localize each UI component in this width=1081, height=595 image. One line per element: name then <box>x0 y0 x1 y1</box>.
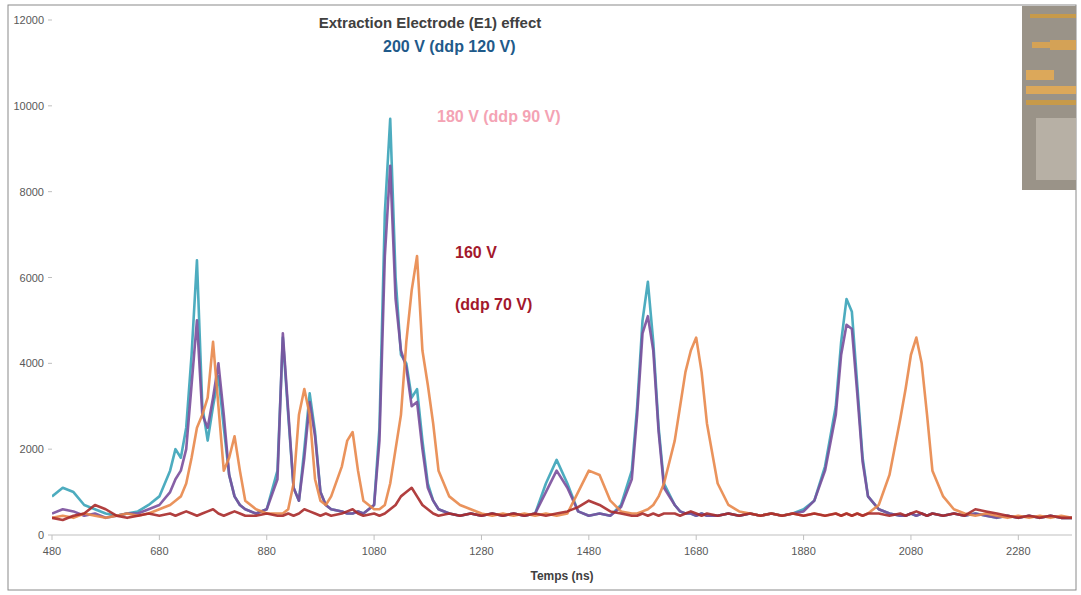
x-tick-label: 480 <box>43 545 61 557</box>
y-tick-label: 10000 <box>13 100 44 112</box>
series-line <box>52 488 1072 520</box>
x-tick-label: 2080 <box>899 545 923 557</box>
y-tick <box>48 535 52 536</box>
annotation: (ddp 70 V) <box>455 296 532 313</box>
annotation-background <box>435 107 563 126</box>
chart: 0 2000 4000 6000 8000 10000 12000 480 680 880 1080… <box>0 0 1081 595</box>
y-tick-label: 0 <box>38 529 44 541</box>
x-tick <box>52 535 53 540</box>
x-tick <box>266 535 267 540</box>
inset-electrode <box>1026 100 1076 105</box>
inset-electrode <box>1026 86 1076 94</box>
y-tick-label: 6000 <box>20 272 44 284</box>
x-tick <box>588 535 589 540</box>
annotation: 160 V <box>455 244 497 261</box>
y-tick <box>48 20 52 21</box>
x-tick <box>374 535 375 540</box>
y-tick-label: 2000 <box>20 443 44 455</box>
inset-electrode <box>1026 70 1054 80</box>
x-tick-label: 1680 <box>684 545 708 557</box>
x-tick <box>696 535 697 540</box>
y-tick-label: 8000 <box>20 186 44 198</box>
x-axis-title: Temps (ns) <box>530 569 593 583</box>
x-tick-label: 680 <box>150 545 168 557</box>
annotation: 200 V (ddp 120 V) <box>383 38 516 55</box>
x-tick-label: 2280 <box>1006 545 1030 557</box>
y-tick <box>48 105 52 106</box>
x-tick <box>1018 535 1019 540</box>
y-tick <box>48 363 52 364</box>
inset-photo <box>1022 6 1076 190</box>
y-tick <box>48 277 52 278</box>
y-tick <box>48 191 52 192</box>
y-tick-label: 4000 <box>20 357 44 369</box>
annotation-background <box>453 295 534 314</box>
x-axis-line <box>52 535 1072 536</box>
series-line <box>52 166 1072 518</box>
inset-electrode <box>1050 40 1076 50</box>
x-tick <box>159 535 160 540</box>
x-tick-label: 880 <box>258 545 276 557</box>
inset-pad <box>1036 118 1076 180</box>
annotation: 180 V (ddp 90 V) <box>437 108 561 125</box>
inset-background <box>1022 6 1076 190</box>
x-tick <box>803 535 804 540</box>
x-tick-label: 1480 <box>577 545 601 557</box>
series-line <box>52 119 1072 518</box>
annotation-background <box>453 243 499 262</box>
chart-frame <box>8 5 1076 590</box>
plot-area <box>52 119 1072 520</box>
x-tick-label: 1880 <box>791 545 815 557</box>
x-tick <box>481 535 482 540</box>
x-tick-label: 1080 <box>362 545 386 557</box>
x-tick-label: 1280 <box>469 545 493 557</box>
annotation-background <box>381 37 518 56</box>
chart-title: Extraction Electrode (E1) effect <box>319 14 542 31</box>
y-tick-label: 12000 <box>13 14 44 26</box>
y-tick <box>48 449 52 450</box>
inset-electrode <box>1030 14 1076 18</box>
x-tick <box>910 535 911 540</box>
series-line <box>52 256 1072 518</box>
